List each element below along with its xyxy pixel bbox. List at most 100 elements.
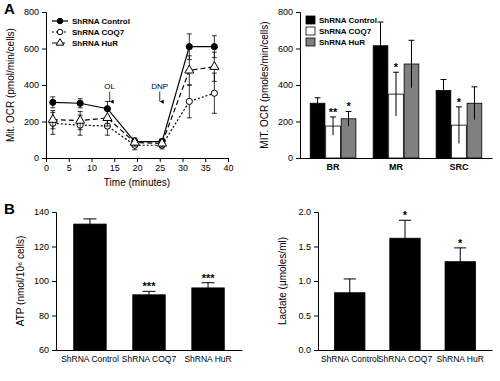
- y-tick: 60: [39, 345, 56, 355]
- y-axis: 0200400600800: [24, 7, 47, 163]
- x-tick: ShRNA Control: [321, 350, 379, 364]
- y-axis-line: [52, 213, 57, 351]
- legend-entry: ShRNA COQ7: [306, 27, 372, 36]
- panel-label: A: [4, 0, 15, 17]
- point: [130, 137, 139, 145]
- legend: ShRNA ControlShRNA COQ7ShRNA HuR: [306, 16, 377, 47]
- y-tick: 600: [278, 44, 300, 54]
- point: [48, 114, 57, 122]
- point: [76, 115, 85, 123]
- x-tick-label: 25: [155, 163, 165, 173]
- annotation: DNP: [151, 82, 168, 91]
- y-tick-mark: [52, 212, 56, 213]
- x-tick: ShRNA HuR: [184, 350, 231, 364]
- y-tick: 0: [34, 153, 46, 163]
- x-tick-mark: [137, 158, 138, 162]
- x-axis-line: [57, 350, 243, 351]
- y-tick-mark: [42, 12, 46, 13]
- x-tick: ShRNA COQ7: [122, 350, 177, 364]
- x-tick-label: MR: [389, 162, 403, 172]
- legend-label: ShRNA Control: [319, 16, 377, 25]
- y-tick-mark: [314, 350, 318, 351]
- y-tick-mark: [296, 49, 300, 50]
- series: [50, 34, 218, 145]
- y-tick: 200: [278, 117, 300, 127]
- x-tick-label: ShRNA Control: [321, 354, 379, 364]
- point: [211, 90, 217, 96]
- x-tick-label: SRC: [449, 162, 469, 172]
- annotation-arrow: [109, 92, 110, 102]
- y-tick: 600: [24, 44, 46, 54]
- error-bar: [50, 97, 55, 108]
- x-tick: ShRNA COQ7: [378, 350, 433, 364]
- point: [186, 44, 192, 50]
- bar: [133, 295, 165, 350]
- x-tick-label: 30: [178, 163, 188, 173]
- legend-marker: [57, 29, 63, 35]
- y-tick-mark: [42, 49, 46, 50]
- x-tick-label: ShRNA COQ7: [378, 354, 433, 364]
- error-bar: [393, 72, 399, 116]
- x-tick: SRC: [449, 158, 469, 172]
- y-tick-label: 0.5: [298, 311, 311, 321]
- error-bar: [78, 99, 83, 108]
- x-tick-label: 15: [110, 163, 120, 173]
- x-tick-mark: [114, 158, 115, 162]
- x-tick: BR: [327, 158, 340, 172]
- y-tick-mark: [52, 316, 56, 317]
- x-tick-label: 35: [201, 163, 211, 173]
- y-axis-line: [42, 13, 47, 159]
- legend-entry: ShRNA HuR: [52, 39, 118, 48]
- bar-chart: BRMRSRC0200400600800MIT. OCR (pmoles/min…: [259, 7, 493, 172]
- y-tick-mark: [314, 247, 318, 248]
- y-tick-mark: [296, 85, 300, 86]
- y-tick-label: 0: [288, 153, 293, 163]
- point: [77, 100, 83, 106]
- x-tick-label: 0: [44, 163, 49, 173]
- bar-chart: ShRNA ControlShRNA COQ7ShRNA HuR0.00.51.…: [277, 207, 493, 364]
- x-tick-mark: [69, 158, 70, 162]
- y-tick-mark: [52, 281, 56, 282]
- plot-area: [74, 219, 225, 350]
- point: [185, 65, 194, 73]
- bar: [310, 103, 325, 158]
- error-bar: [399, 220, 411, 256]
- y-tick-mark: [314, 281, 318, 282]
- legend-label: ShRNA HuR: [72, 39, 118, 48]
- x-tick: 15: [110, 158, 120, 173]
- y-tick-mark: [314, 316, 318, 317]
- y-tick-label: 800: [24, 7, 39, 17]
- error-bar: [330, 117, 336, 135]
- x-axis: 0510152025303540: [44, 158, 234, 173]
- y-tick-label: 120: [34, 242, 49, 252]
- y-tick: 800: [24, 7, 46, 17]
- error-bar: [346, 111, 352, 126]
- y-tick: 2.0: [298, 207, 318, 217]
- y-tick: 80: [39, 311, 56, 321]
- legend: ShRNA ControlShRNA COQ7ShRNA HuR: [52, 17, 130, 48]
- bar: [74, 224, 106, 350]
- series: [50, 73, 218, 150]
- y-axis-title: Mit. OCR (pmol/min/cells): [5, 28, 16, 142]
- y-axis: 6080100120140: [34, 207, 57, 355]
- x-tick-label: ShRNA HuR: [437, 354, 484, 364]
- x-tick-mark: [92, 158, 93, 162]
- annotation: ***: [143, 280, 157, 292]
- y-axis: 0.00.51.01.52.0: [298, 207, 318, 355]
- point: [210, 61, 219, 69]
- bar: [192, 288, 224, 350]
- y-axis: 0200400600800: [278, 7, 301, 163]
- y-tick-label: 100: [34, 276, 49, 286]
- y-tick: 400: [24, 80, 46, 90]
- annotation: ***: [202, 272, 216, 284]
- y-tick-label: 1.5: [298, 242, 311, 252]
- x-tick-label: ShRNA Control: [61, 354, 119, 364]
- x-tick: 40: [223, 158, 233, 173]
- x-axis: BR MR SRC: [301, 158, 493, 172]
- error-bar: [378, 22, 384, 69]
- line-chart: 0510152025303540Time (minutes)0200400600…: [5, 7, 234, 188]
- x-tick: 25: [155, 158, 165, 173]
- plot-area: [310, 22, 482, 158]
- legend-label: ShRNA COQ7: [72, 28, 125, 37]
- point: [103, 113, 112, 121]
